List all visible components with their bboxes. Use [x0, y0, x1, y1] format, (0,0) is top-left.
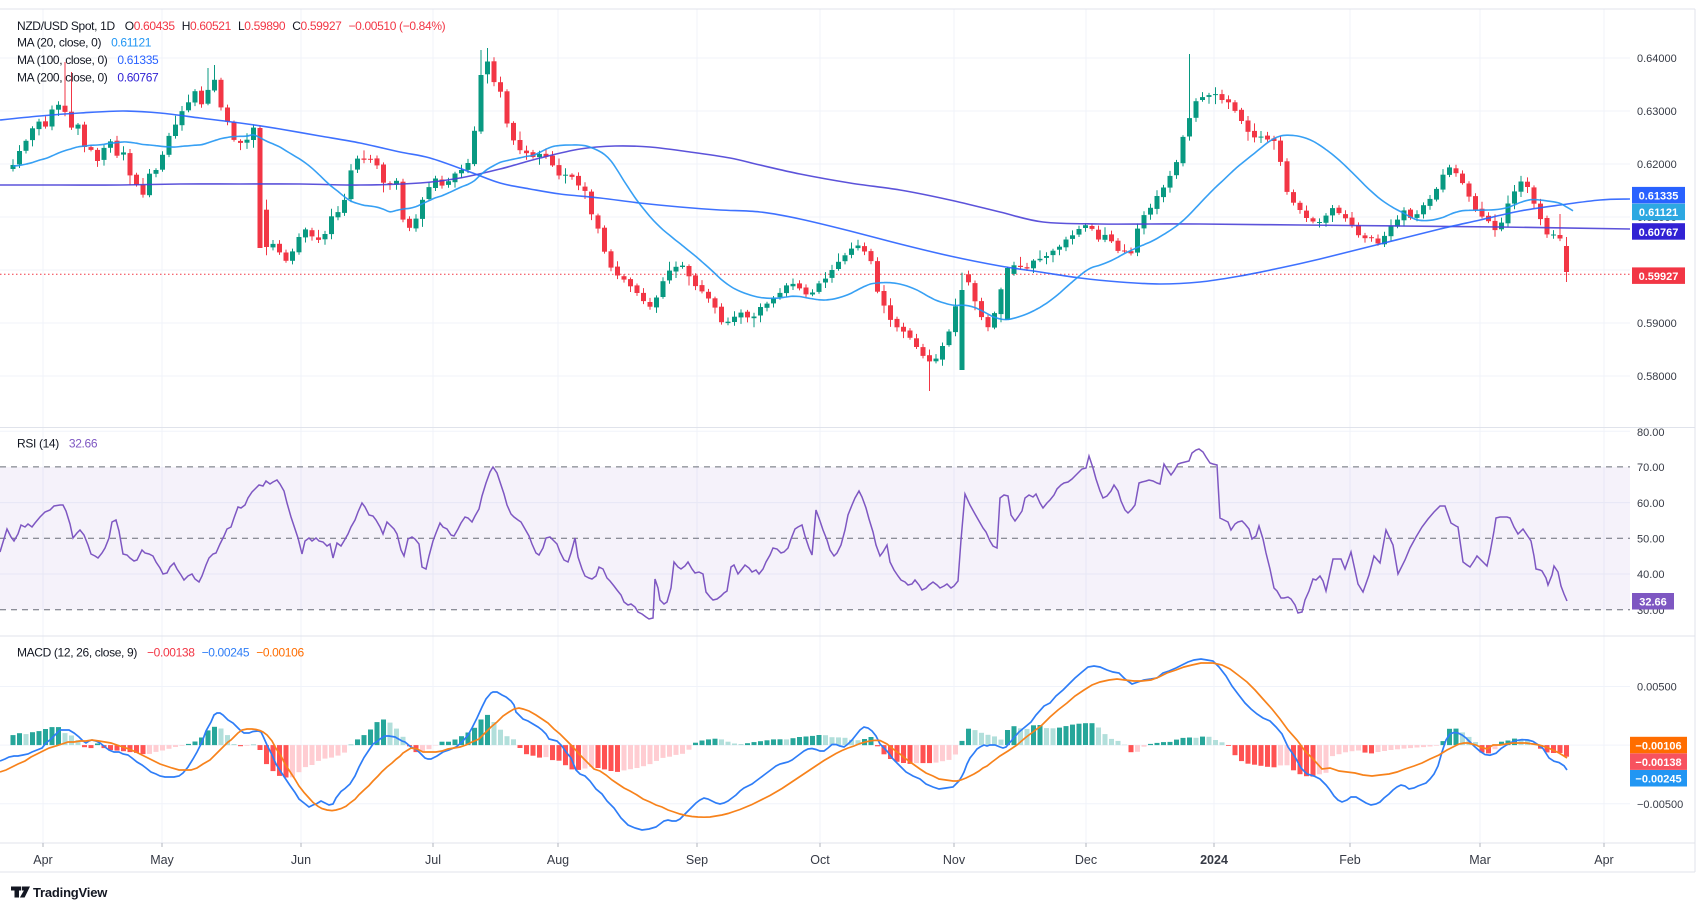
svg-text:50.00: 50.00 — [1637, 534, 1665, 546]
svg-text:Feb: Feb — [1339, 853, 1361, 867]
svg-text:−0.00106: −0.00106 — [1635, 740, 1681, 752]
svg-text:0.63000: 0.63000 — [1637, 106, 1677, 118]
svg-text:32.66: 32.66 — [1639, 597, 1667, 609]
svg-text:0.59927: 0.59927 — [1639, 271, 1679, 283]
svg-text:Jul: Jul — [425, 853, 441, 867]
svg-text:MA (20, close, 0)0.61121: MA (20, close, 0) 0.61121 — [17, 36, 152, 50]
svg-text:Aug: Aug — [547, 853, 569, 867]
svg-text:MACD (12, 26, close, 9)−0.0013: MACD (12, 26, close, 9) −0.00138 −0.00245−… — [17, 646, 304, 660]
svg-text:2024: 2024 — [1200, 853, 1228, 867]
svg-text:60.00: 60.00 — [1637, 498, 1665, 510]
svg-text:0.62000: 0.62000 — [1637, 159, 1677, 171]
svg-text:0.59000: 0.59000 — [1637, 318, 1677, 330]
svg-text:0.58000: 0.58000 — [1637, 371, 1677, 383]
svg-text:TradingView: TradingView — [33, 885, 108, 900]
svg-text:0.00500: 0.00500 — [1637, 682, 1677, 694]
svg-text:Sep: Sep — [686, 853, 708, 867]
svg-text:0.60767: 0.60767 — [1639, 227, 1679, 239]
svg-text:−0.00245: −0.00245 — [1635, 774, 1681, 786]
svg-text:Nov: Nov — [943, 853, 966, 867]
svg-text:0.61121: 0.61121 — [1639, 207, 1678, 219]
svg-text:0.61335: 0.61335 — [1639, 191, 1679, 203]
svg-text:Dec: Dec — [1075, 853, 1097, 867]
svg-text:70.00: 70.00 — [1637, 462, 1665, 474]
svg-text:May: May — [150, 853, 174, 867]
svg-text:0.64000: 0.64000 — [1637, 53, 1677, 65]
svg-text:Apr: Apr — [1594, 853, 1613, 867]
svg-text:80.00: 80.00 — [1637, 427, 1665, 439]
svg-text:Apr: Apr — [33, 853, 52, 867]
svg-text:MA (200, close, 0)0.60767: MA (200, close, 0) 0.60767 — [17, 71, 159, 85]
svg-text:Oct: Oct — [810, 853, 830, 867]
svg-text:−0.00500: −0.00500 — [1637, 799, 1683, 811]
svg-text:Jun: Jun — [291, 853, 311, 867]
svg-text:−0.00138: −0.00138 — [1635, 757, 1681, 769]
svg-text:MA (100, close, 0)0.61335: MA (100, close, 0) 0.61335 — [17, 53, 159, 67]
svg-text:RSI (14)32.66: RSI (14) 32.66 — [17, 437, 98, 451]
svg-text:Mar: Mar — [1469, 853, 1491, 867]
svg-text:40.00: 40.00 — [1637, 569, 1665, 581]
